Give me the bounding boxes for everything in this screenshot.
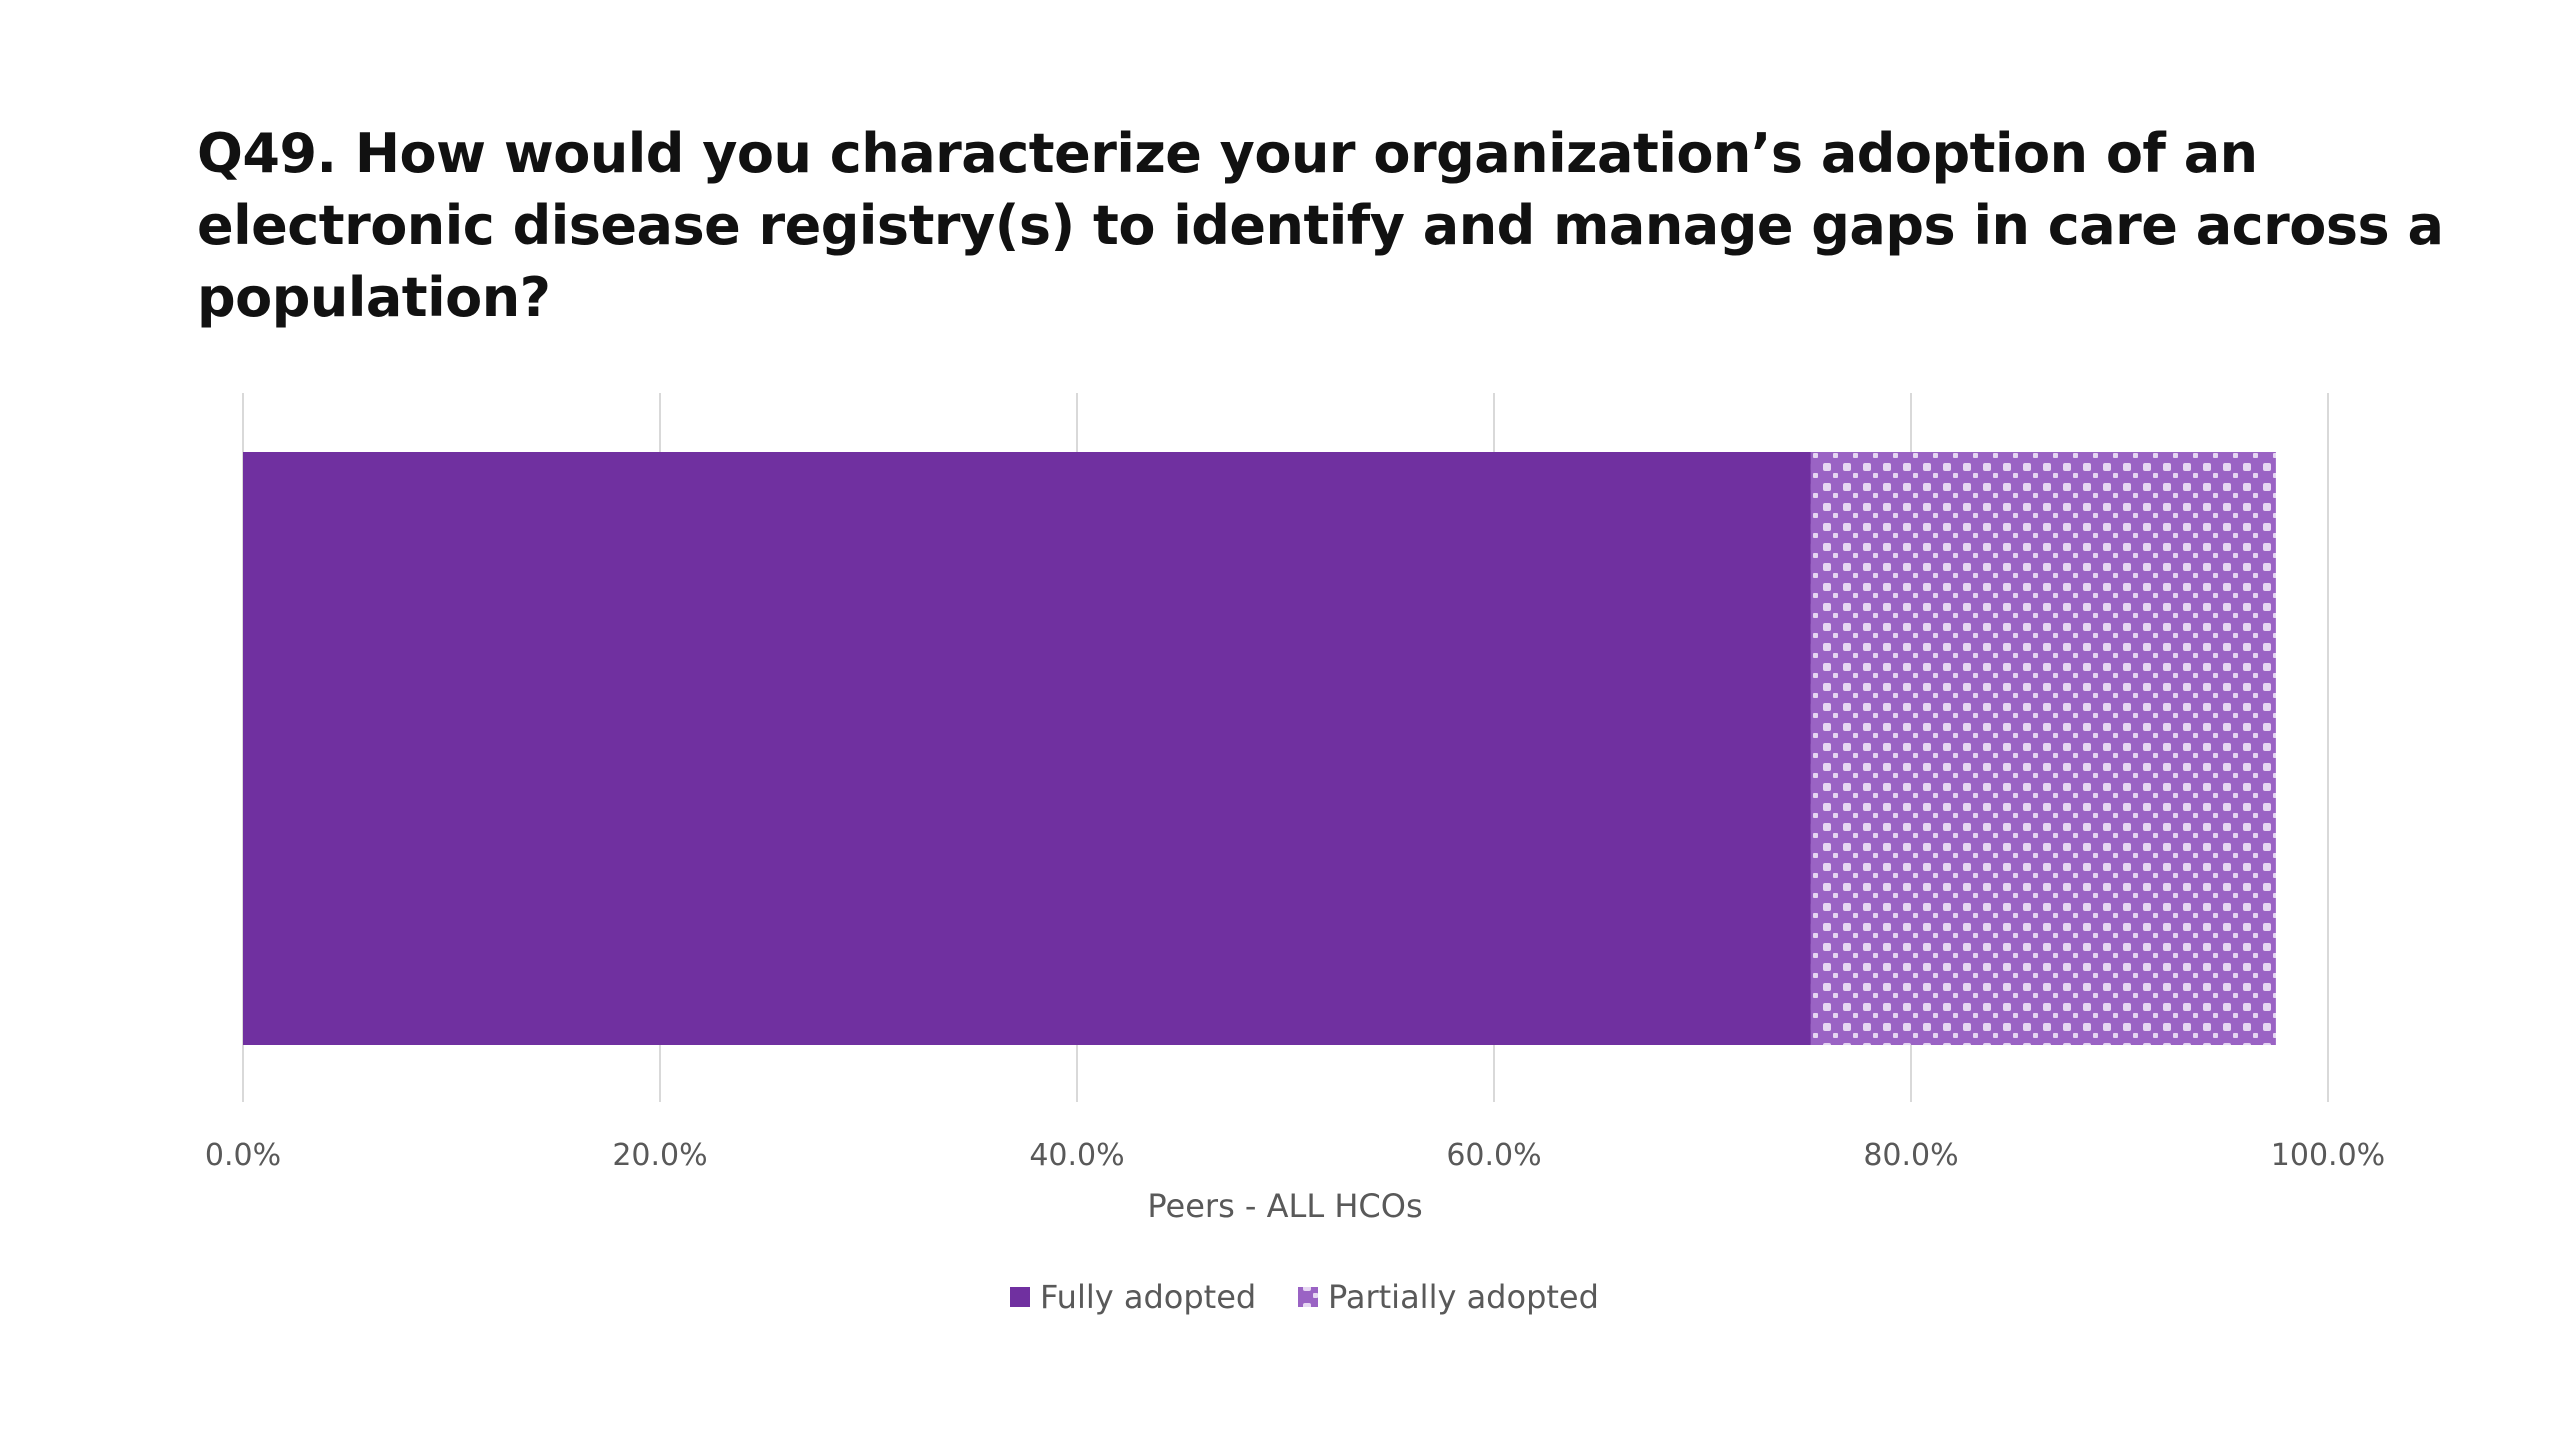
- bars: [243, 452, 2276, 1045]
- x-axis-title: Peers - ALL HCOs: [1147, 1187, 1422, 1225]
- x-tick-label: 20.0%: [612, 1138, 707, 1173]
- legend-swatch-partially-adopted: [1298, 1287, 1318, 1307]
- x-tick-label: 100.0%: [2271, 1138, 2385, 1173]
- x-tick-label: 60.0%: [1446, 1138, 1541, 1173]
- legend-label-fully-adopted: Fully adopted: [1040, 1278, 1256, 1316]
- legend-label-partially-adopted: Partially adopted: [1328, 1278, 1599, 1316]
- chart-title: Q49. How would you characterize your org…: [197, 122, 2444, 329]
- legend: Fully adopted Partially adopted: [1010, 1278, 1599, 1316]
- x-axis-ticks: 0.0% 20.0% 40.0% 60.0% 80.0% 100.0%: [205, 1138, 2385, 1173]
- x-tick-label: 40.0%: [1029, 1138, 1124, 1173]
- x-tick-label: 80.0%: [1863, 1138, 1958, 1173]
- x-tick-label: 0.0%: [205, 1138, 281, 1173]
- bar-partially-adopted: [1810, 452, 2276, 1045]
- legend-swatch-fully-adopted: [1010, 1287, 1030, 1307]
- bar-fully-adopted: [243, 452, 1811, 1045]
